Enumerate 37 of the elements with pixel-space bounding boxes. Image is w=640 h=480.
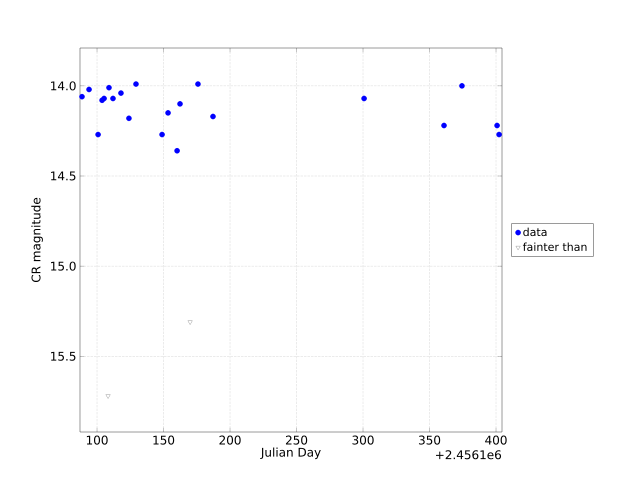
point <box>188 320 193 325</box>
y-tick-label: 15.5 <box>51 352 76 361</box>
legend-label: data <box>523 228 546 236</box>
x-tick-label: 400 <box>485 436 507 445</box>
x-tick-label: 200 <box>219 436 241 445</box>
point <box>361 96 367 102</box>
y-tick-label: 14.5 <box>51 172 76 180</box>
x-tick-label: 100 <box>86 436 108 445</box>
point <box>494 122 500 128</box>
point <box>195 81 201 87</box>
point <box>118 90 124 96</box>
x-tick-label: 300 <box>352 436 374 445</box>
y-tick-label: 15.0 <box>51 262 76 271</box>
x-tick-label: 350 <box>418 436 440 445</box>
point <box>95 132 101 138</box>
text: +2.4561e6 <box>436 450 502 460</box>
x-tick-label: 150 <box>153 436 174 445</box>
point <box>159 132 165 138</box>
point <box>106 394 111 399</box>
point <box>174 148 180 154</box>
legend-label: fainter than <box>522 242 586 252</box>
x-tick-label: 250 <box>286 436 308 445</box>
x-axis-title: Julian Day <box>260 447 321 460</box>
point <box>110 96 116 102</box>
point <box>86 86 92 92</box>
point <box>126 116 132 122</box>
y-tick-label: 14.0 <box>51 81 76 90</box>
point <box>133 81 139 87</box>
point <box>459 83 465 89</box>
point <box>496 132 502 138</box>
y-axis-title: CR magnitude <box>31 198 43 282</box>
point <box>106 84 112 90</box>
point <box>165 110 171 116</box>
point <box>79 94 85 100</box>
point <box>441 122 447 128</box>
point <box>177 101 183 107</box>
point <box>210 114 216 120</box>
